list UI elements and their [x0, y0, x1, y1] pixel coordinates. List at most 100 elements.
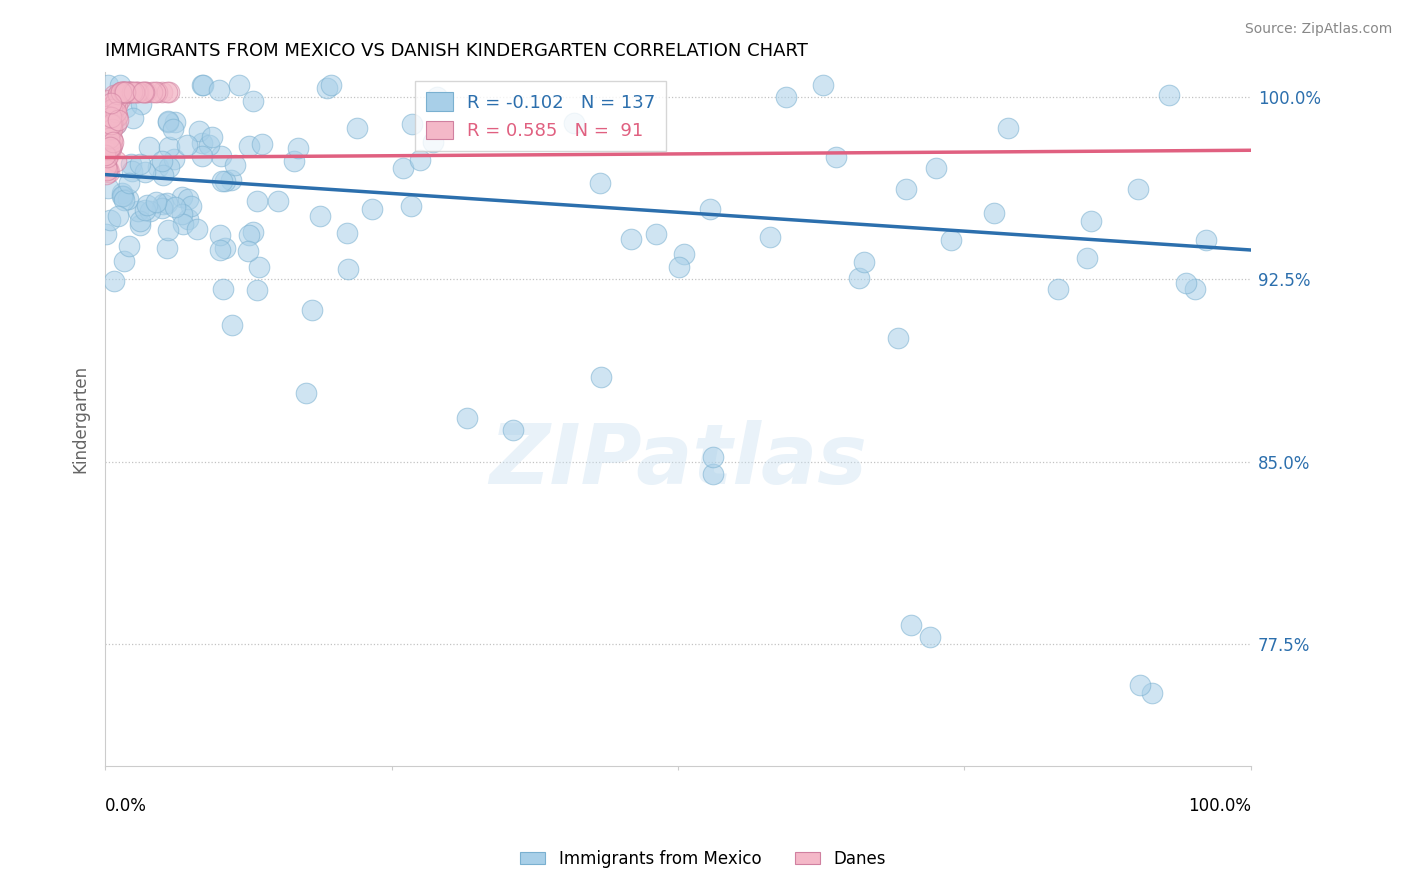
Point: [110, 85, 132, 99]
Point: [562, 115, 585, 129]
Point: [96, 163, 118, 178]
Point: [668, 260, 690, 274]
Point: [238, 138, 260, 153]
Point: [101, 138, 124, 153]
Point: [138, 203, 160, 218]
Point: [97, 181, 120, 195]
Point: [117, 239, 139, 253]
Point: [401, 117, 423, 131]
Point: [156, 85, 179, 99]
Point: [98, 115, 121, 129]
Point: [163, 115, 186, 129]
Point: [1080, 213, 1102, 227]
Point: [121, 164, 143, 178]
Point: [267, 194, 290, 208]
Point: [295, 385, 318, 400]
Point: [98, 140, 121, 154]
Point: [115, 99, 138, 113]
Point: [250, 136, 273, 151]
Point: [131, 97, 153, 112]
Point: [101, 132, 124, 146]
Point: [925, 161, 948, 176]
Point: [98, 129, 121, 144]
Text: ZIPatlas: ZIPatlas: [489, 420, 868, 501]
Point: [212, 282, 235, 296]
Point: [104, 117, 127, 131]
Point: [100, 96, 122, 111]
Point: [159, 140, 181, 154]
Point: [143, 85, 166, 99]
Point: [97, 149, 120, 163]
Point: [104, 96, 127, 111]
Point: [208, 227, 231, 242]
Point: [301, 303, 323, 318]
Point: [98, 213, 121, 227]
Point: [104, 117, 127, 131]
Point: [176, 138, 198, 153]
Point: [96, 167, 118, 181]
Point: [104, 102, 127, 116]
Point: [105, 153, 128, 168]
Point: [107, 88, 129, 103]
Point: [214, 241, 236, 255]
Point: [131, 85, 153, 99]
Point: [110, 85, 132, 99]
Point: [156, 115, 179, 129]
Y-axis label: Kindergarten: Kindergarten: [72, 365, 89, 473]
Point: [96, 123, 118, 137]
Point: [103, 87, 125, 102]
Point: [135, 85, 157, 99]
Point: [101, 136, 124, 150]
Point: [157, 85, 180, 99]
Point: [848, 271, 870, 285]
Point: [112, 253, 135, 268]
Point: [96, 151, 118, 165]
Point: [152, 168, 174, 182]
Point: [177, 192, 200, 206]
Point: [157, 160, 180, 174]
Point: [104, 100, 127, 114]
Point: [209, 149, 232, 163]
Point: [699, 202, 721, 216]
Point: [111, 186, 134, 200]
Text: 100.0%: 100.0%: [1188, 797, 1251, 815]
Point: [94, 148, 117, 162]
Point: [94, 160, 117, 174]
Point: [242, 226, 264, 240]
Point: [360, 202, 382, 217]
Point: [409, 153, 432, 168]
Point: [117, 192, 139, 206]
Point: [134, 202, 156, 217]
Point: [589, 176, 612, 190]
Point: [172, 217, 194, 231]
Point: [853, 254, 876, 268]
Point: [156, 223, 179, 237]
Point: [1129, 678, 1152, 692]
Point: [121, 85, 143, 99]
Point: [422, 135, 444, 149]
Point: [238, 227, 260, 242]
Point: [100, 132, 122, 146]
Point: [107, 111, 129, 125]
Point: [108, 92, 131, 106]
Point: [114, 85, 136, 99]
Point: [825, 150, 848, 164]
Point: [125, 85, 148, 99]
Point: [177, 212, 200, 227]
Point: [1174, 276, 1197, 290]
Point: [101, 112, 124, 127]
Point: [138, 140, 160, 154]
Point: [141, 85, 163, 99]
Point: [1046, 282, 1069, 296]
Point: [145, 194, 167, 209]
Point: [186, 222, 208, 236]
Point: [118, 85, 141, 99]
Point: [1126, 182, 1149, 196]
Point: [207, 83, 229, 97]
Point: [939, 234, 962, 248]
Point: [214, 174, 236, 188]
Point: [759, 229, 782, 244]
Point: [127, 204, 149, 219]
Point: [97, 145, 120, 159]
Text: Source: ZipAtlas.com: Source: ZipAtlas.com: [1244, 22, 1392, 37]
